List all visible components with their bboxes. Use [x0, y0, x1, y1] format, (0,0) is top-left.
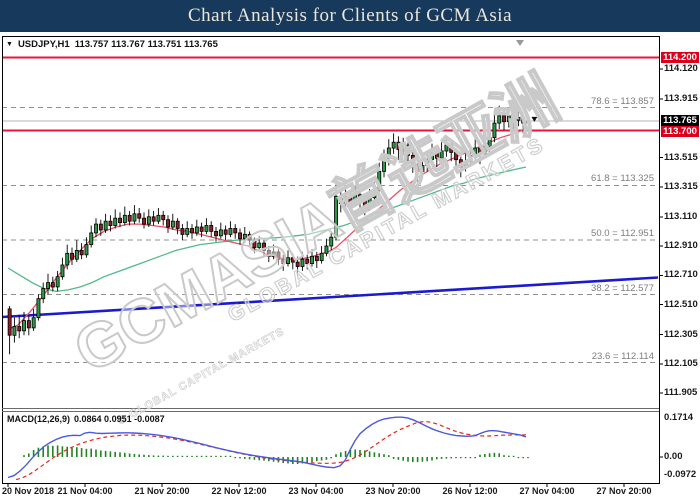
symbol-header[interactable]: ▼ USDJPY,H1 113.757 113.767 113.751 113.… [6, 39, 218, 50]
price-tick-label[interactable]: 112.105 [664, 357, 698, 369]
macd-scale-zero[interactable]: 0.00 [664, 451, 683, 462]
price-tick-label[interactable]: 114.120 [664, 63, 698, 74]
price-badge-red: 113.700 [661, 126, 699, 138]
price-tick-label[interactable]: 112.510 [664, 298, 698, 310]
price-tick-label[interactable]: 111.905 [664, 387, 698, 399]
fib-level-label[interactable]: 23.6 = 112.114 [591, 350, 654, 362]
time-axis-label[interactable]: 22 Nov 12:00 [211, 486, 267, 496]
macd-label: MACD(12,26,9) [7, 414, 71, 424]
price-tick-label[interactable]: 113.515 [664, 151, 698, 163]
macd-scale-min[interactable]: -0.0972 [664, 468, 697, 480]
time-axis-label[interactable]: 23 Nov 04:00 [288, 486, 344, 496]
price-tick-label[interactable]: 112.910 [664, 240, 698, 251]
price-tick-label[interactable]: 112.305 [664, 328, 698, 340]
current-price-badge: 113.765 [661, 115, 699, 127]
price-tick-label[interactable]: 112.710 [664, 269, 698, 281]
price-tick-label[interactable]: 113.915 [664, 93, 698, 104]
title-bar: Chart Analysis for Clients of GCM Asia [0, 0, 700, 32]
macd-scale-max[interactable]: 0.1714 [664, 412, 694, 423]
fib-level-label[interactable]: 78.6 = 113.857 [591, 95, 654, 107]
window-title: Chart Analysis for Clients of GCM Asia [187, 5, 513, 26]
fib-level-label[interactable]: 38.2 = 112.577 [591, 282, 654, 294]
symbol-ohlc-values: 113.757 113.767 113.751 113.765 [74, 39, 218, 50]
time-axis-label[interactable]: 27 Nov 04:00 [519, 486, 575, 496]
fib-level-label[interactable]: 50.0 = 112.951 [591, 228, 654, 239]
time-axis-label[interactable]: 27 Nov 20:00 [596, 486, 652, 496]
time-axis-label[interactable]: 23 Nov 20:00 [365, 486, 421, 496]
symbol-name: USDJPY,H1 [17, 39, 70, 50]
macd-values: 0.0864 0.0951 -0.0087 [74, 414, 165, 424]
price-badge-red: 114.200 [661, 51, 699, 63]
time-axis-label[interactable]: 26 Nov 12:00 [442, 486, 498, 496]
symbol-dropdown-icon[interactable]: ▼ [6, 41, 13, 48]
time-axis-label[interactable]: 20 Nov 2018 [2, 486, 55, 496]
price-tick-label[interactable]: 113.110 [664, 210, 698, 222]
price-tick-label[interactable]: 113.315 [664, 180, 698, 192]
time-axis-label[interactable]: 21 Nov 20:00 [134, 486, 190, 496]
macd-indicator-header: MACD(12,26,9) 0.0864 0.0951 -0.0087 [7, 414, 169, 424]
fib-level-label[interactable]: 61.8 = 113.325 [591, 173, 654, 185]
time-axis-label[interactable]: 21 Nov 04:00 [57, 486, 113, 496]
